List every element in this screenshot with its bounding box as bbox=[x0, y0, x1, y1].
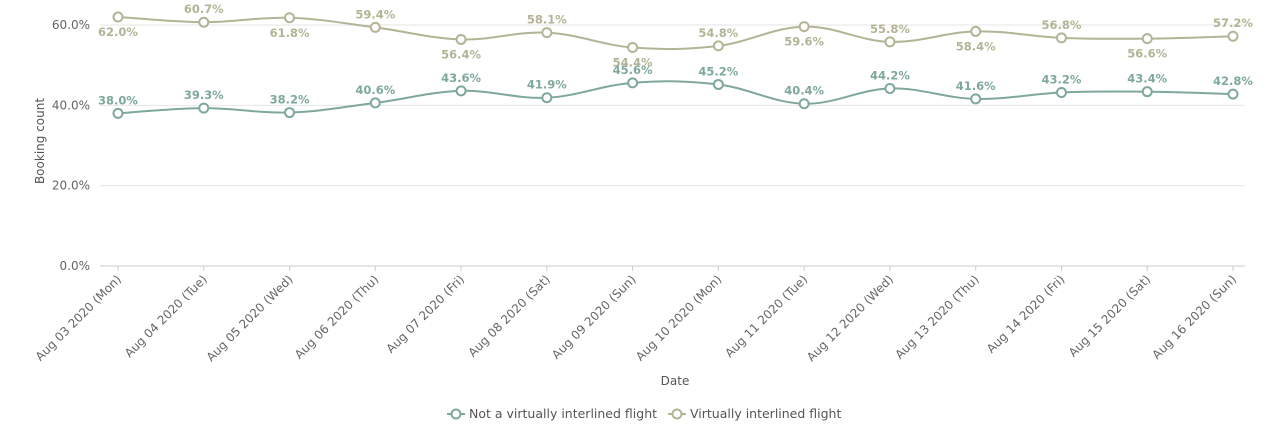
data-point[interactable] bbox=[541, 92, 553, 104]
x-tick-label: Aug 13 2020 (Thu) bbox=[892, 272, 982, 362]
data-label: 43.2% bbox=[1042, 72, 1082, 86]
y-tick-label: 60.0% bbox=[52, 18, 90, 32]
data-label: 40.4% bbox=[784, 84, 824, 98]
x-tick-label: Aug 15 2020 (Sat) bbox=[1066, 272, 1153, 359]
data-label: 54.8% bbox=[698, 26, 738, 40]
data-point[interactable] bbox=[970, 93, 982, 105]
data-label: 39.3% bbox=[184, 88, 224, 102]
y-axis-ticks: 0.0% 20.0% 40.0% 60.0% bbox=[52, 18, 90, 273]
data-label: 44.2% bbox=[870, 68, 910, 82]
data-label: 56.4% bbox=[441, 47, 481, 61]
data-labels: 38.0% 39.3% 38.2% 40.6% 43.6% 41.9% 45.6% 45.2%… bbox=[98, 2, 1253, 107]
data-label: 56.6% bbox=[1127, 47, 1167, 61]
x-tick-label: Aug 08 2020 (Sat) bbox=[465, 272, 552, 359]
data-point[interactable] bbox=[712, 78, 724, 90]
data-label: 41.6% bbox=[956, 79, 996, 93]
x-tick-label: Aug 10 2020 (Mon) bbox=[633, 272, 724, 363]
data-point[interactable] bbox=[198, 102, 210, 114]
legend-label: Virtually interlined flight bbox=[690, 406, 841, 421]
legend-item[interactable]: Virtually interlined flight bbox=[668, 406, 841, 421]
x-tick-label: Aug 16 2020 (Sun) bbox=[1149, 272, 1239, 362]
data-point[interactable] bbox=[541, 27, 553, 39]
data-label: 54.4% bbox=[613, 55, 653, 69]
data-label: 56.8% bbox=[1042, 18, 1082, 32]
data-label: 38.2% bbox=[270, 93, 310, 107]
data-point[interactable] bbox=[884, 82, 896, 94]
data-point[interactable] bbox=[798, 21, 810, 33]
x-tick-label: Aug 09 2020 (Sun) bbox=[549, 272, 639, 362]
data-label: 58.1% bbox=[527, 13, 567, 27]
data-point[interactable] bbox=[369, 21, 381, 33]
data-point[interactable] bbox=[369, 97, 381, 109]
series-line bbox=[117, 15, 1234, 51]
data-label: 57.2% bbox=[1213, 16, 1253, 30]
data-label: 42.8% bbox=[1213, 74, 1253, 88]
data-point[interactable] bbox=[455, 85, 467, 97]
data-point[interactable] bbox=[884, 36, 896, 48]
data-point[interactable] bbox=[712, 40, 724, 52]
y-tick-label: 40.0% bbox=[52, 98, 90, 112]
data-point[interactable] bbox=[1055, 86, 1067, 98]
x-tick-label: Aug 04 2020 (Tue) bbox=[122, 272, 210, 360]
legend-label: Not a virtually interlined flight bbox=[469, 406, 657, 421]
data-point[interactable] bbox=[1227, 30, 1239, 42]
data-point[interactable] bbox=[1141, 33, 1153, 45]
data-label: 55.8% bbox=[870, 22, 910, 36]
data-label: 62.0% bbox=[98, 25, 138, 39]
data-label: 43.4% bbox=[1127, 72, 1167, 86]
x-tick-label: Aug 11 2020 (Tue) bbox=[722, 272, 810, 360]
data-point[interactable] bbox=[284, 12, 296, 24]
x-tick-label: Aug 07 2020 (Fri) bbox=[384, 272, 468, 356]
data-point[interactable] bbox=[112, 107, 124, 119]
x-tick-label: Aug 14 2020 (Fri) bbox=[984, 272, 1068, 356]
legend-item[interactable]: Not a virtually interlined flight bbox=[447, 406, 657, 421]
data-point[interactable] bbox=[198, 16, 210, 28]
data-point[interactable] bbox=[970, 25, 982, 37]
x-axis-ticks: Aug 03 2020 (Mon)Aug 04 2020 (Tue)Aug 05… bbox=[33, 266, 1239, 364]
x-axis-title: Date bbox=[661, 374, 690, 388]
data-point[interactable] bbox=[1141, 86, 1153, 98]
data-point[interactable] bbox=[284, 107, 296, 119]
data-point[interactable] bbox=[1055, 32, 1067, 44]
data-point[interactable] bbox=[627, 41, 639, 53]
data-point[interactable] bbox=[1227, 88, 1239, 100]
data-label: 41.9% bbox=[527, 78, 567, 92]
y-tick-label: 20.0% bbox=[52, 179, 90, 193]
data-label: 59.4% bbox=[355, 7, 395, 21]
x-tick-label: Aug 05 2020 (Wed) bbox=[204, 272, 296, 364]
legend-marker bbox=[450, 408, 462, 420]
data-label: 59.6% bbox=[784, 35, 824, 49]
data-label: 58.4% bbox=[956, 39, 996, 53]
y-tick-label: 0.0% bbox=[60, 259, 91, 273]
series-layer bbox=[112, 11, 1239, 119]
legend: Not a virtually interlined flight Virtual… bbox=[447, 406, 841, 421]
data-label: 38.0% bbox=[98, 93, 138, 107]
data-label: 61.8% bbox=[270, 26, 310, 40]
grid-lines bbox=[100, 24, 1245, 267]
x-tick-label: Aug 12 2020 (Wed) bbox=[804, 272, 896, 364]
data-point[interactable] bbox=[112, 11, 124, 23]
data-point[interactable] bbox=[627, 77, 639, 89]
data-point[interactable] bbox=[798, 98, 810, 110]
data-point[interactable] bbox=[455, 33, 467, 45]
x-tick-label: Aug 06 2020 (Thu) bbox=[292, 272, 382, 362]
data-label: 43.6% bbox=[441, 71, 481, 85]
data-label: 60.7% bbox=[184, 2, 224, 16]
x-tick-label: Aug 03 2020 (Mon) bbox=[33, 272, 124, 363]
series-line bbox=[117, 80, 1234, 115]
y-axis-title: Booking count bbox=[33, 98, 47, 184]
data-label: 40.6% bbox=[355, 83, 395, 97]
legend-marker bbox=[671, 408, 683, 420]
data-label: 45.6% bbox=[613, 63, 653, 77]
data-label: 45.2% bbox=[698, 64, 738, 78]
